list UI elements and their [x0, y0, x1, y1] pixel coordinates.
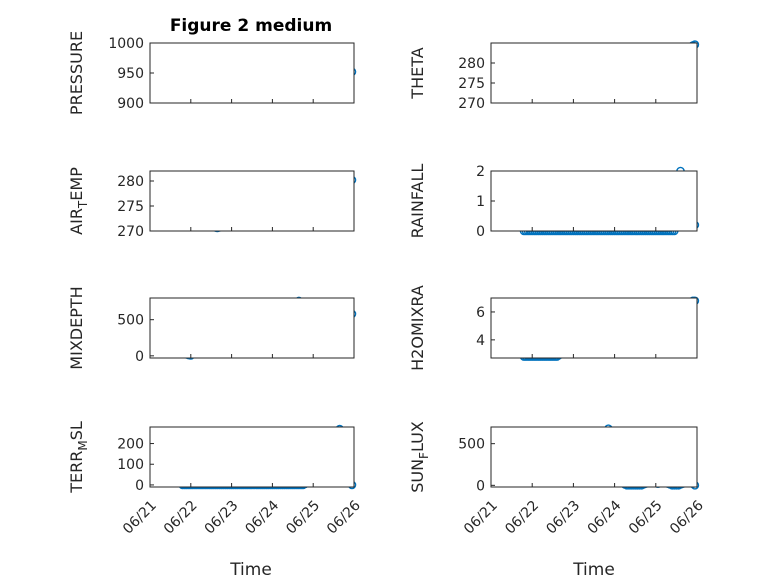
- y-axis-label: TERRMSL: [67, 421, 90, 494]
- y-tick-label: 275: [458, 76, 485, 92]
- y-tick-label: 275: [117, 199, 144, 215]
- x-tick-label: 06/25: [283, 498, 323, 538]
- x-axis-label-right: Time: [572, 560, 615, 580]
- y-tick-label: 900: [117, 96, 144, 112]
- y-tick-label: 6: [476, 305, 485, 321]
- y-tick-label: 0: [476, 224, 485, 240]
- y-tick-label: 500: [117, 313, 144, 329]
- subplot-4: 0 1 2 RAINFALL: [408, 164, 700, 240]
- x-axis-label-left: Time: [229, 560, 272, 580]
- y-tick-label: 0: [135, 349, 144, 365]
- x-tick-label: 06/23: [202, 498, 242, 538]
- y-tick-label: 270: [117, 224, 144, 240]
- subplot-7: 0 100 200 06/21 06/22 06/23 06/24 06/25 06/26 TER…: [67, 421, 364, 537]
- y-tick-label: 1: [476, 194, 485, 210]
- subplot-1: 900 950 1000 PRESSURE: [67, 31, 357, 115]
- x-tick-label: 06/25: [626, 498, 666, 538]
- y-axis-label: PRESSURE: [67, 31, 86, 115]
- axes-box: [490, 170, 698, 232]
- y-tick-label: 0: [476, 478, 485, 494]
- x-tick-label: 06/21: [120, 498, 160, 538]
- y-tick-label: 270: [458, 96, 485, 112]
- y-tick-label: 500: [458, 437, 485, 453]
- y-tick-label: 280: [117, 174, 144, 190]
- y-tick-label: 950: [117, 66, 144, 82]
- axes-box: [149, 42, 355, 104]
- y-axis-label: SUNFLUX: [408, 421, 431, 493]
- y-axis-label: H2OMIXRA: [408, 285, 427, 371]
- axes-box: [490, 42, 698, 104]
- x-tick-label: 06/23: [543, 498, 583, 538]
- subplot-6: 4 6 H2OMIXRA: [408, 285, 700, 371]
- y-axis-label: MIXDEPTH: [67, 286, 86, 369]
- x-tick-label: 06/21: [461, 498, 501, 538]
- y-axis-label: AIRTEMP: [67, 167, 90, 235]
- x-tick-label: 06/24: [242, 498, 282, 538]
- x-tick-label: 06/22: [161, 498, 201, 538]
- y-tick-label: 2: [476, 164, 485, 180]
- axes-box: [149, 426, 355, 488]
- y-tick-label: 4: [476, 333, 485, 349]
- y-tick-label: 100: [117, 457, 144, 473]
- y-tick-label: 280: [458, 56, 485, 72]
- axes-box: [490, 297, 698, 359]
- subplot-5: 0 500 MIXDEPTH: [67, 286, 357, 370]
- x-tick-label: 06/24: [585, 498, 625, 538]
- subplot-2: 270 275 280 THETA: [408, 40, 700, 112]
- y-axis-label: RAINFALL: [408, 164, 427, 239]
- y-tick-label: 200: [117, 437, 144, 453]
- x-tick-label: 06/26: [667, 498, 707, 538]
- axes-box: [149, 170, 355, 232]
- y-axis-label: THETA: [408, 47, 427, 99]
- axes-box: [490, 426, 698, 488]
- subplot-8: 0 500 06/21 06/22 06/23 06/24 06/25 06/26 SUNFLU…: [408, 421, 707, 537]
- subplot-3: 270 275 280 AIRTEMP: [67, 167, 357, 240]
- y-tick-label: 0: [135, 478, 144, 494]
- y-tick-label: 1000: [108, 36, 144, 52]
- figure-title: Figure 2 medium: [170, 16, 332, 36]
- x-tick-label: 06/22: [502, 498, 542, 538]
- axes-box: [149, 297, 355, 359]
- x-tick-label: 06/26: [324, 498, 364, 538]
